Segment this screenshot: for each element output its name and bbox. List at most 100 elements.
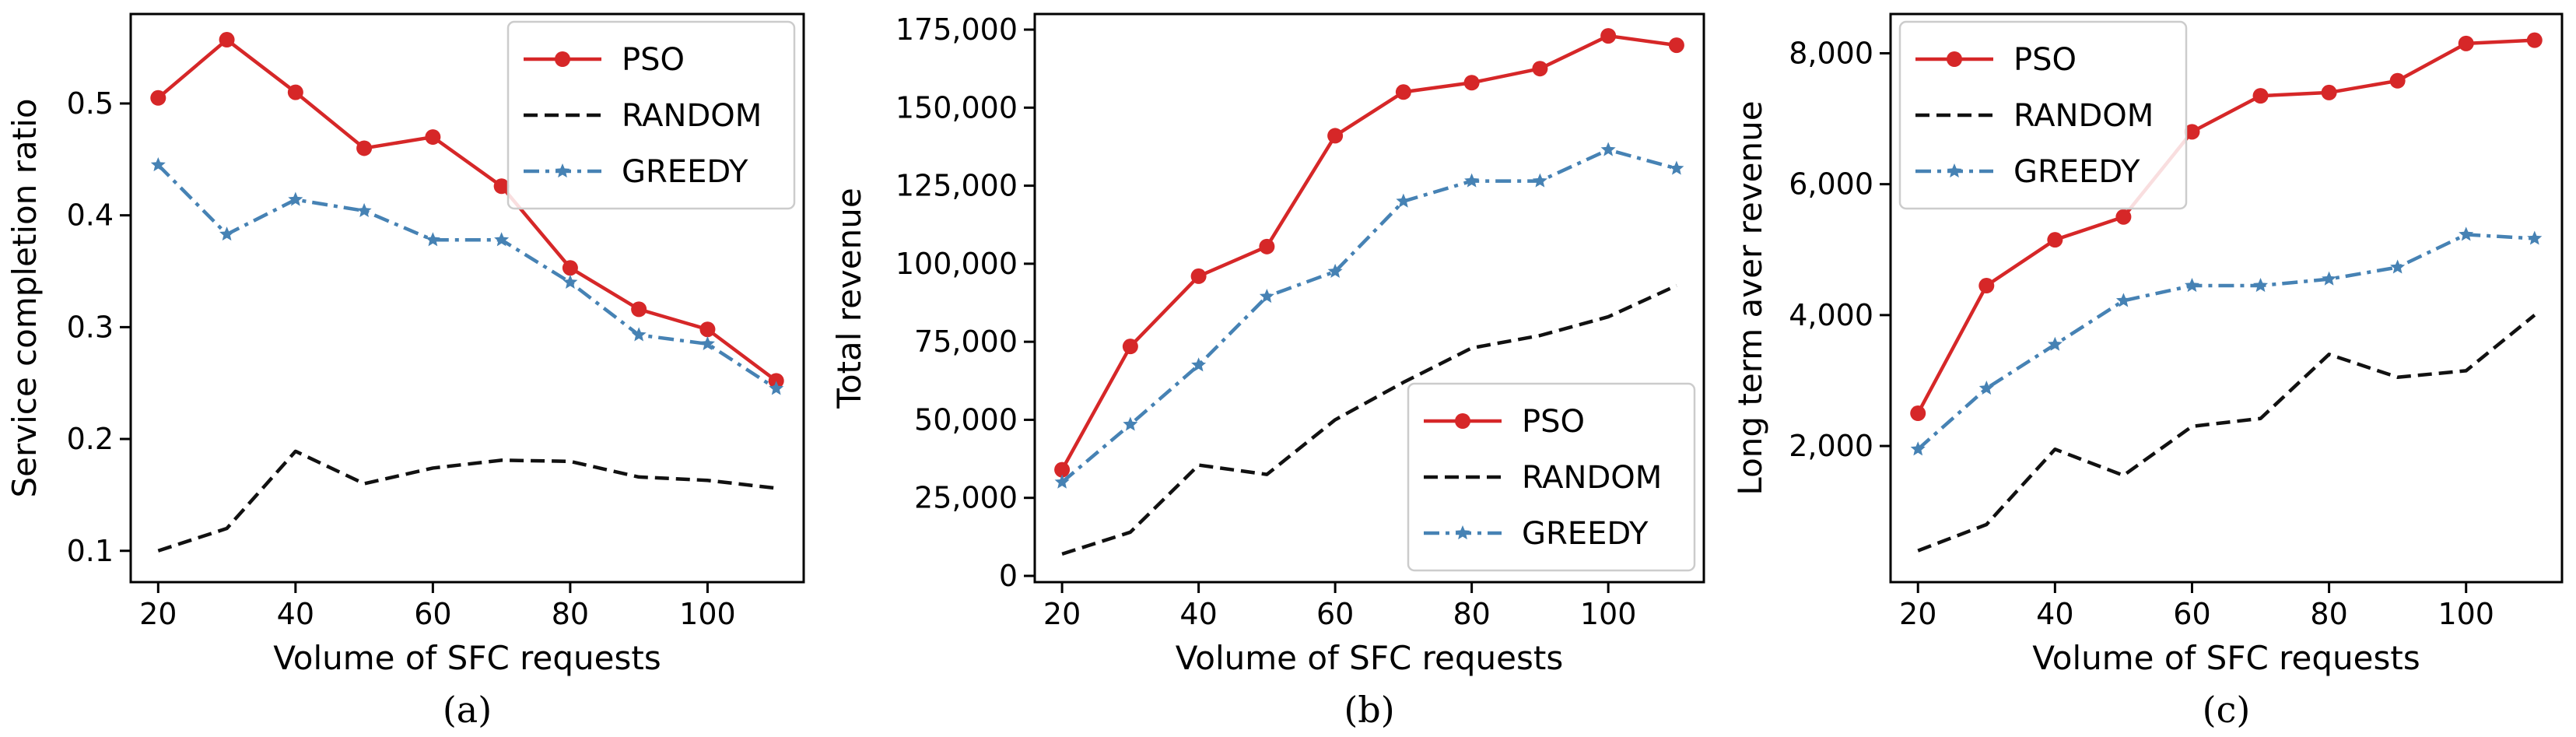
series-line-random [1917,314,2536,553]
legend-label-pso: PSO [2013,42,2077,78]
data-point-greedy [2322,271,2337,286]
series-line-greedy [156,163,777,391]
data-point-pso [2389,72,2406,89]
data-point-pso [699,321,716,338]
data-point-pso [2047,232,2063,248]
x-axis-title: Volume of SFC requests [273,639,661,677]
data-point-pso [1395,84,1411,100]
data-point-pso [1190,268,1207,284]
x-tick-label: 60 [2173,597,2210,631]
data-point-pso [768,373,784,389]
x-tick-label: 40 [2036,597,2073,631]
data-point-greedy [494,232,510,247]
legend: PSO RANDOM GREEDY [506,20,796,210]
data-point-pso [1054,462,1071,478]
data-point-greedy [219,226,235,241]
data-point-pso [1259,238,1275,254]
x-tick-label: 100 [2438,597,2494,631]
data-point-greedy [150,157,166,172]
data-point-greedy [769,381,784,395]
data-point-greedy [631,327,647,342]
data-point-pso [1600,28,1617,44]
data-point-pso [1668,37,1684,54]
panel-caption: (c) [2203,689,2251,731]
chart-panel-1: 20 40 60 80 100 0.1 0.2 0.3 0.4 0.5 Volume of SFC … [5,12,805,731]
x-axis-title: Volume of SFC requests [2032,639,2420,677]
data-point-greedy [1054,474,1070,489]
plot-frame [1889,12,2564,584]
legend-label-random: RANDOM [2013,98,2154,134]
y-tick-label: 25,000 [914,481,1018,515]
x-tick-label: 80 [1453,597,1490,631]
x-tick-label: 80 [2310,597,2347,631]
data-point-pso [2184,124,2200,140]
chart-panel-2: 20 40 60 80 100 0 25,000 50,000 75,000 100,000 125… [830,12,1705,731]
x-tick-label: 20 [1899,597,1936,631]
x-tick-label: 100 [1580,597,1637,631]
data-point-greedy [1978,381,1994,395]
data-point-greedy [2459,226,2474,241]
data-point-greedy [1464,173,1480,188]
data-point-pso [2115,209,2132,225]
data-point-greedy [2253,278,2269,293]
data-point-pso [356,140,373,156]
x-tick-label: 40 [1179,597,1217,631]
x-axis-title: Volume of SFC requests [1176,639,1563,677]
data-point-pso [1122,339,1138,355]
legend-label-greedy: GREEDY [2013,154,2140,190]
data-point-greedy [2390,259,2406,274]
y-tick-label: 0.3 [67,310,114,344]
data-point-pso [2526,32,2543,48]
data-point-greedy [1123,416,1138,431]
y-axis-title: Service completion ratio [5,98,44,497]
y-tick-label: 0.1 [67,534,114,568]
legend-box [1407,382,1696,572]
data-point-pso [2321,84,2337,100]
data-point-greedy [425,232,440,247]
plot-frame [129,12,805,584]
data-point-greedy [1669,160,1684,175]
series-line-pso [156,37,778,383]
y-tick-label: 175,000 [895,12,1018,47]
legend-label-random: RANDOM [622,98,762,134]
series-line-greedy [1916,233,2535,451]
y-tick-label: 100,000 [895,247,1018,281]
data-point-pso [2252,88,2269,104]
y-tick-label: 0.5 [67,86,114,121]
data-point-greedy [2115,293,2131,307]
x-tick-label: 20 [139,597,177,631]
y-axis-title: Total revenue [830,188,868,409]
legend-marker-greedy [1947,163,1962,178]
legend-label-pso: PSO [1522,404,1585,440]
data-point-pso [2458,35,2474,51]
y-axis-title: Long term aver revenue [1731,100,1769,495]
data-point-greedy [699,335,715,351]
series-line-random [1061,283,1677,556]
y-tick-label: 0.2 [67,422,114,456]
legend-marker-pso [1947,51,1962,67]
y-tick-label: 0 [999,559,1018,593]
panel-caption: (b) [1344,689,1394,731]
panel-caption: (a) [443,689,492,731]
legend-label-greedy: GREEDY [1522,516,1649,552]
data-point-greedy [563,274,578,289]
legend-box [506,20,796,210]
legend-label-pso: PSO [622,42,685,78]
y-tick-label: 6,000 [1789,167,1873,202]
y-tick-label: 8,000 [1789,36,1873,70]
legend-marker-pso [555,51,570,67]
legend-marker-pso [1455,413,1470,429]
data-point-pso [219,32,235,48]
data-point-greedy [2527,230,2543,245]
legend: PSO RANDOM GREEDY [1407,382,1696,572]
legend-marker-greedy [1455,525,1470,540]
x-tick-label: 60 [414,597,451,631]
y-tick-label: 2,000 [1789,429,1873,463]
data-point-greedy [1600,142,1616,156]
plot-frame [1033,12,1705,584]
data-point-pso [493,178,510,195]
y-tick-label: 0.4 [67,198,114,233]
data-point-pso [1978,278,1995,294]
series-line-pso [1916,38,2535,415]
